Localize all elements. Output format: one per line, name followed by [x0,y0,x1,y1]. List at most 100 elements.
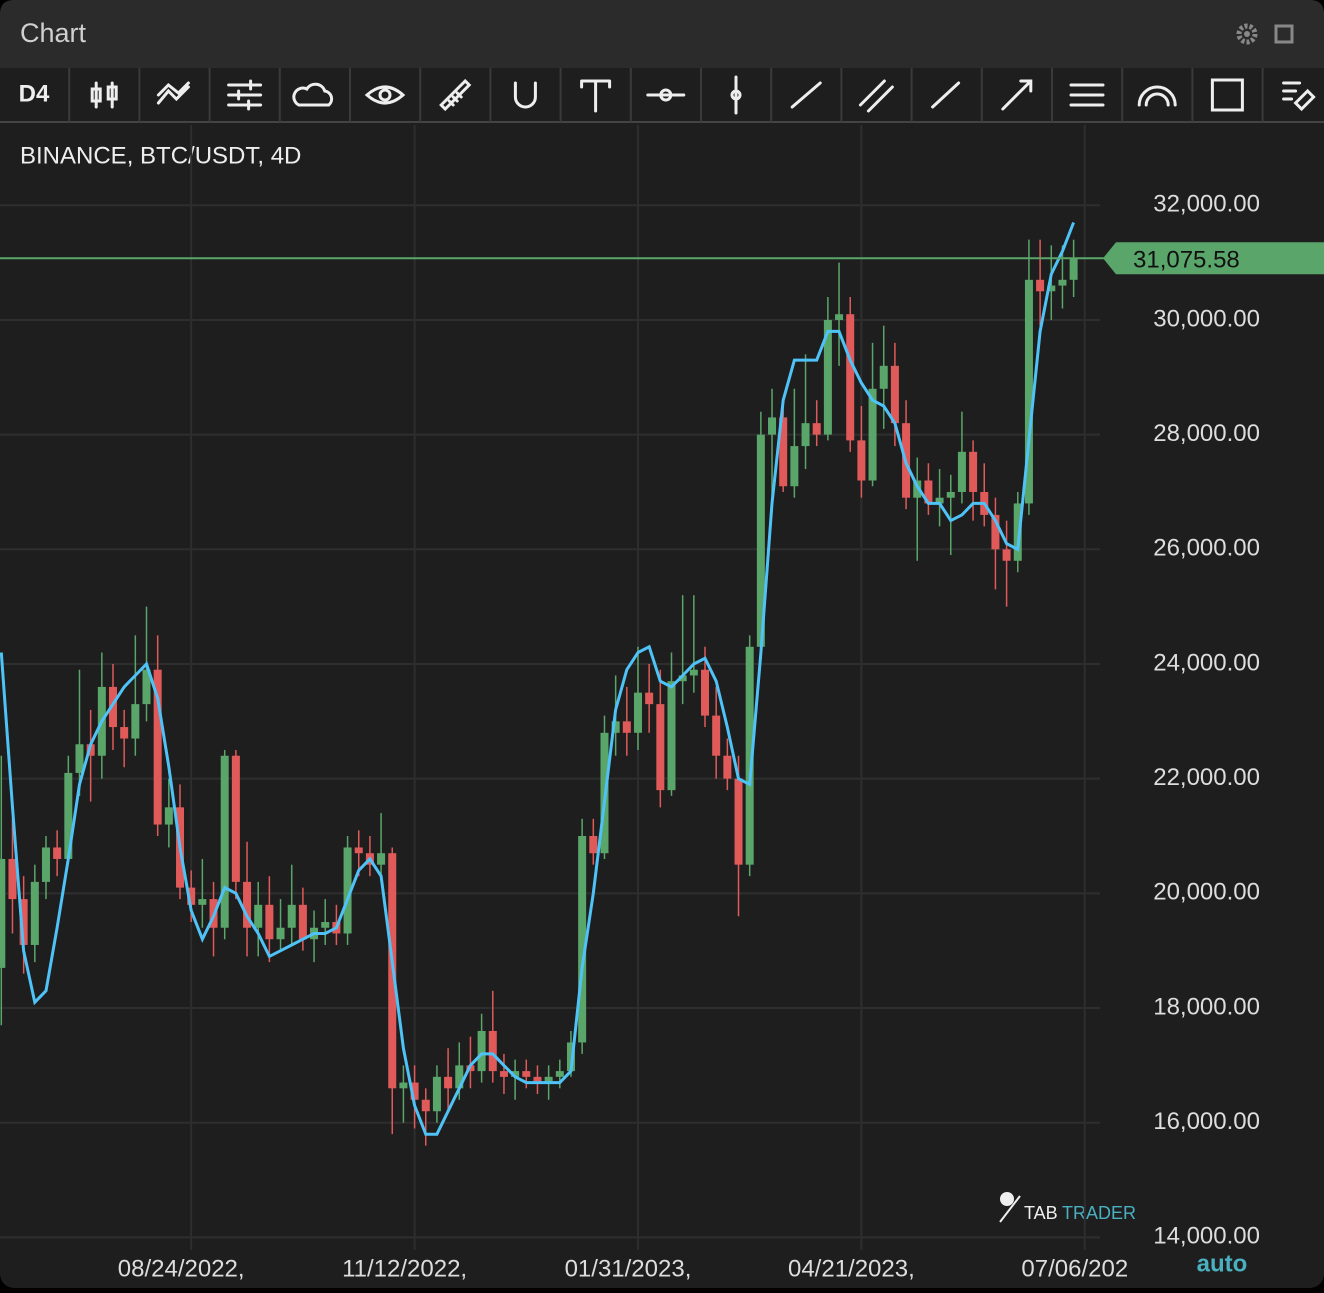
tool-icon [513,81,537,109]
candle-body [913,480,922,498]
candle-body [64,772,73,859]
candle-body [533,1076,542,1083]
candle-body [801,423,810,447]
candle-body [120,727,129,739]
tool-button[interactable] [156,81,190,105]
candle-body [377,853,386,865]
logo: TAB TRADER [999,1192,1136,1223]
tool-button[interactable] [1210,78,1244,112]
candle-body [846,314,855,441]
candle-body [198,899,207,905]
candle-body [879,365,888,389]
tool-button[interactable] [90,81,118,109]
tool-icon [1137,85,1177,107]
scale-mode[interactable]: auto [1197,1250,1248,1277]
candle-body [566,1042,575,1072]
tool-icon [646,88,686,102]
candle-body [611,721,620,733]
candle-body [53,847,62,859]
candle-body [41,847,50,882]
y-tick-label: 28,000.00 [1153,420,1260,447]
tool-button[interactable] [1282,81,1316,112]
candle-body [812,423,821,435]
candle-body [1047,285,1056,292]
candle-body [511,1071,520,1077]
candle-body [991,514,1000,550]
candle-body [254,904,263,928]
candle-body [857,440,866,481]
candle-body [723,755,732,779]
settings-button[interactable] [1236,23,1258,45]
candle-body [8,858,17,900]
x-tick-label: 08/24/2022, [118,1255,245,1282]
tool-button[interactable] [580,79,612,113]
tool-icon [580,79,612,113]
tool-button[interactable] [364,85,406,105]
tool-button[interactable] [858,79,894,113]
candle-body [265,904,274,940]
logo-right: TRADER [1062,1203,1136,1223]
moving-average-line [0,221,1075,1136]
candle-body [924,480,933,504]
window-title: Chart [20,18,87,48]
tool-icon [292,82,334,107]
candle-body [444,1076,453,1089]
maximize-button[interactable] [1274,24,1294,44]
candle-body [455,1065,464,1089]
candle-body [745,646,754,865]
y-tick-label: 24,000.00 [1153,649,1260,676]
tool-icon [364,85,406,105]
tool-icon [790,81,822,109]
y-tick-label: 26,000.00 [1153,535,1260,562]
tool-icon [730,75,742,115]
tool-icon [1282,81,1316,112]
tool-button[interactable] [646,88,686,102]
candle-body [868,388,877,481]
y-tick-label: 22,000.00 [1153,764,1260,791]
candle-body [622,721,631,733]
title-bar [0,0,1324,68]
candle-body [890,365,899,424]
candle-body [298,904,307,940]
tool-button[interactable] [1001,79,1033,111]
candle-body [488,1030,497,1072]
candle-body [30,881,39,945]
tool-button[interactable] [931,81,961,109]
tool-button[interactable] [1069,83,1105,107]
candle-body [220,755,229,928]
candle-body [243,881,252,928]
tool-button[interactable] [292,82,334,107]
candle-body [410,1082,419,1100]
tool-button[interactable] [790,81,822,109]
candle-body [399,1082,408,1089]
candle-body [957,451,966,492]
chart-title: BINANCE, BTC/USDT, 4D [20,142,301,169]
candle-body [187,887,196,905]
tool-button[interactable] [227,79,263,111]
tool-button[interactable] [439,78,472,112]
tool-button[interactable] [730,75,742,115]
y-tick-label: 30,000.00 [1153,305,1260,332]
tool-button[interactable] [513,81,537,109]
x-tick-label: 01/31/2023, [565,1255,692,1282]
last-price-label: 31,075.58 [1133,247,1240,274]
candle-body [701,669,710,716]
candle-body [109,686,117,728]
candle-body [1058,279,1067,286]
tool-icon [90,81,118,109]
candle-body [499,1071,508,1077]
candle-body [678,675,687,682]
tool-icon [156,81,190,105]
candle-body [276,927,285,940]
tool-icon [1069,83,1105,107]
x-tick-label: 07/06/202 [1021,1255,1128,1282]
candle-body [790,446,799,487]
candle-body [756,434,765,647]
interval-button[interactable]: D4 [19,80,50,107]
candle-body [645,692,654,705]
tool-button[interactable] [1137,85,1177,107]
candle-body [321,922,330,928]
candle-body [578,836,587,1043]
